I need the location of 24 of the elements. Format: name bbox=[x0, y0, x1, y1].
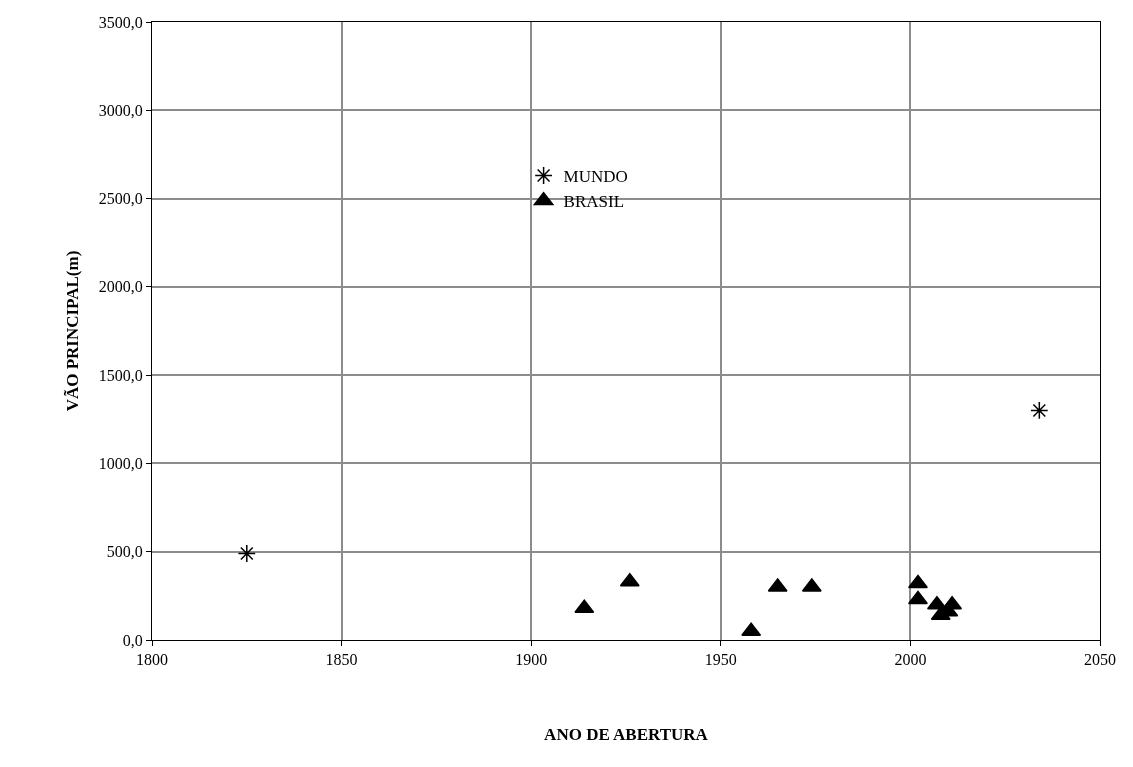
x-tick-label: 2000 bbox=[894, 651, 927, 669]
x-tick-label: 1800 bbox=[136, 651, 168, 669]
y-tick-label: 1000,0 bbox=[98, 455, 143, 473]
y-axis-title: VÃO PRINCIPAL(m) bbox=[63, 250, 83, 412]
x-tick-label: 2050 bbox=[1084, 651, 1116, 669]
point bbox=[907, 574, 928, 589]
legend-label: MUNDO bbox=[563, 167, 628, 187]
x-axis-title: ANO DE ABERTURA bbox=[544, 724, 709, 744]
point bbox=[1030, 401, 1049, 420]
legend-label: BRASIL bbox=[563, 192, 625, 212]
x-tick-label: 1900 bbox=[515, 651, 548, 669]
x-tick-label: 1950 bbox=[704, 651, 737, 669]
point bbox=[237, 544, 256, 563]
y-tick-label: 3500,0 bbox=[98, 13, 143, 31]
y-tick-label: 0,0 bbox=[122, 631, 143, 649]
point bbox=[942, 595, 963, 610]
x-tick-label: 1850 bbox=[325, 651, 358, 669]
y-tick-label: 3000,0 bbox=[98, 101, 143, 119]
y-tick-label: 1500,0 bbox=[98, 366, 143, 384]
point bbox=[619, 572, 640, 587]
y-tick-label: 2000,0 bbox=[98, 278, 143, 296]
point bbox=[907, 590, 928, 605]
y-tick-label: 500,0 bbox=[106, 543, 143, 561]
y-tick-label: 2500,0 bbox=[98, 190, 143, 208]
